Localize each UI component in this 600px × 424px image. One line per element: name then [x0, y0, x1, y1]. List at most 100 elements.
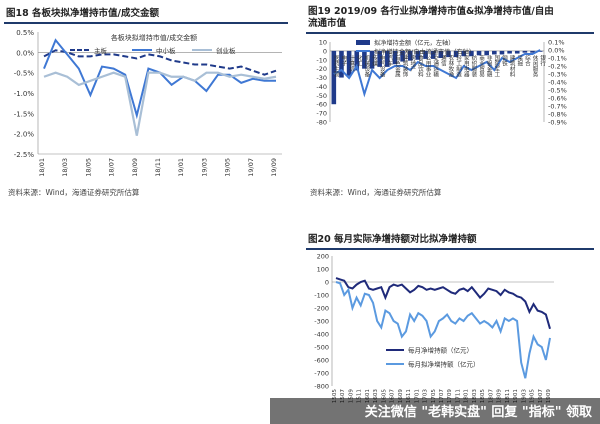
fig19-bar	[492, 50, 497, 55]
fig20-ytick-label: 200	[317, 253, 329, 261]
fig19-bar	[339, 50, 344, 78]
fig20-xtick-label: 1601	[365, 389, 371, 404]
fig19-category-label: 国防军工	[493, 55, 500, 78]
fig19-chart: 100-10-20-30-40-50-60-70-80 0.1%0.0%-0.1%…	[316, 39, 567, 127]
fig19-ytick-right-label: -0.1%	[548, 55, 567, 63]
fig19-ytick-left-label: -40	[316, 83, 327, 91]
fig19-ratio-line	[333, 49, 541, 98]
fig19-bar	[423, 50, 428, 59]
fig19-category-label: 家用电器	[463, 54, 470, 79]
fig19-legend-label-line: 拟净增持金额/自由流通市值（右轴）	[374, 48, 475, 56]
fig20-xtick-label: 1505	[332, 389, 338, 404]
fig19-bar	[377, 50, 382, 67]
fig20-xtick-label: 1605	[381, 389, 387, 404]
fig20-xtick-label: 1803	[472, 389, 478, 404]
fig18-xtick-label: 19/03	[200, 158, 208, 177]
fig20-ytick-label: -100	[314, 292, 329, 300]
fig19-ytick-right-label: -0.5%	[548, 87, 567, 95]
fig19-ytick-right-label: -0.8%	[548, 111, 567, 119]
fig20-ytick-label: -800	[314, 383, 329, 391]
fig19-ytick-left-label: -20	[316, 65, 327, 73]
fig19-ytick-right-label: -0.9%	[548, 119, 567, 127]
fig19-category-label: 采掘	[516, 54, 523, 68]
fig19-title: 图19 2019/09 各行业拟净增持市值&拟净增持市值/自由流通市值	[308, 6, 554, 29]
fig20-xtick-label: 1909	[546, 389, 552, 404]
fig19-bar	[530, 50, 535, 53]
fig20-xtick-label: 1607	[390, 389, 396, 404]
fig20-xtick-label: 1707	[439, 389, 445, 404]
fig19-category-label: 机械设备	[363, 54, 370, 79]
fig18-xtick-label: 18/07	[108, 158, 116, 177]
fig18-xtick-label: 18/01	[38, 158, 46, 177]
fig19-category-label: 房地产	[409, 54, 416, 73]
fig19-category-label: 电子	[340, 54, 347, 67]
fig20-title: 图20 每月实际净增持额对比拟净增持额	[308, 234, 477, 245]
fig19-category-label: 交通运输	[432, 54, 439, 79]
fig18-xtick-label: 18/09	[131, 158, 139, 177]
fig18-xtick-label: 18/03	[61, 158, 69, 177]
fig18-ytick-label: -1.0%	[14, 90, 35, 98]
fig19-ytick-left-label: -70	[316, 110, 327, 118]
fig18-ytick-label: -0.5%	[14, 70, 35, 78]
fig18-legend-label-1: 中小板	[156, 46, 176, 55]
fig20-series-line-1	[335, 281, 551, 379]
fig20-xtick-label: 1805	[480, 389, 486, 404]
fig19-category-label: 银行	[539, 54, 546, 68]
fig19-ytick-right-label: 0.0%	[548, 47, 565, 55]
fig18-ytick-label: -2.0%	[14, 131, 35, 139]
fig19-category-label: 综合	[524, 54, 531, 68]
fig19-bar	[476, 50, 482, 56]
fig19-bar	[438, 50, 444, 58]
fig19-ytick-left-label: -80	[316, 119, 327, 127]
fig19-source: 资料来源：Wind，海通证券研究所估算	[310, 188, 442, 197]
fig19-ytick-left-label: -10	[316, 56, 327, 64]
fig20-series-line-0	[335, 277, 551, 330]
fig19-category-label: 传媒	[371, 54, 378, 68]
fig20-xtick-label: 1809	[497, 389, 503, 404]
fig19-ytick-left-label: 0	[323, 47, 327, 55]
fig20-xtick-label: 1903	[521, 389, 527, 404]
fig19-bar	[469, 50, 474, 57]
watermark-text: 关注微信 "老韩实盘" 回复 "指标" 领取	[364, 405, 592, 420]
fig19-title-rule	[306, 32, 594, 34]
fig19-category-label: 公用事业	[425, 55, 432, 78]
fig20-ytick-label: 0	[325, 279, 329, 287]
fig20-chart: 2001000-100-200-300-400-500-600-700-8001…	[314, 253, 554, 404]
fig19-category-label: 农林牧渔	[447, 54, 454, 79]
fig18-legend-label-0: 主板	[94, 46, 108, 55]
fig19-bar	[392, 50, 398, 65]
fig20-xtick-label: 1511	[357, 389, 363, 404]
fig19-category-label: 化工	[356, 54, 363, 67]
fig19-bar	[407, 50, 413, 61]
fig19-bar	[400, 50, 405, 62]
fig20-legend-label-1: 每月拟净增持额（亿元）	[408, 360, 480, 369]
fig19-category-label: 通信	[440, 54, 447, 68]
fig19-category-label: 食品饮料	[417, 54, 424, 79]
fig20-ytick-label: -500	[314, 344, 329, 352]
fig20-xtick-label: 1711	[455, 389, 461, 404]
fig18-ytick-label: -2.5%	[14, 151, 35, 159]
fig20-ytick-label: 100	[317, 266, 329, 274]
watermark-banner	[270, 398, 600, 424]
fig20-xtick-label: 1811	[505, 389, 511, 404]
fig19-category-label: 电气设备	[379, 54, 386, 79]
fig18-series-line-0	[43, 49, 277, 76]
fig20-xtick-label: 1701	[414, 389, 420, 404]
fig19-bar	[499, 50, 505, 55]
fig18-chart: 0.5% 0.0% -0.5% -1.0% -1.5% -2.0% -2.5%18/01 18…	[14, 29, 282, 177]
fig19-ytick-right-label: 0.1%	[548, 39, 565, 47]
fig19-ytick-right-label: -0.4%	[548, 79, 567, 87]
fig19-category-label: 钢铁	[501, 54, 508, 68]
fig19-bar	[346, 50, 352, 76]
fig19-bar	[331, 50, 337, 105]
fig20-ytick-label: -300	[314, 318, 329, 326]
fig20-ytick-label: -700	[314, 370, 329, 378]
fig20-xtick-label: 1509	[348, 389, 354, 404]
fig18-legend-title: 各板块拟增持市值/成交金额	[111, 33, 197, 42]
fig19-ytick-left-label: -60	[316, 101, 327, 109]
fig19-bar	[362, 50, 367, 69]
fig19-ytick-right-label: -0.6%	[548, 95, 567, 103]
fig18-ytick-label: 0.0%	[16, 49, 34, 57]
fig20-xtick-label: 1905	[530, 389, 536, 404]
panel-fig19: 图19 2019/09 各行业拟净增持市值&拟净增持市值/自由流通市值 10 0-…	[306, 4, 598, 200]
